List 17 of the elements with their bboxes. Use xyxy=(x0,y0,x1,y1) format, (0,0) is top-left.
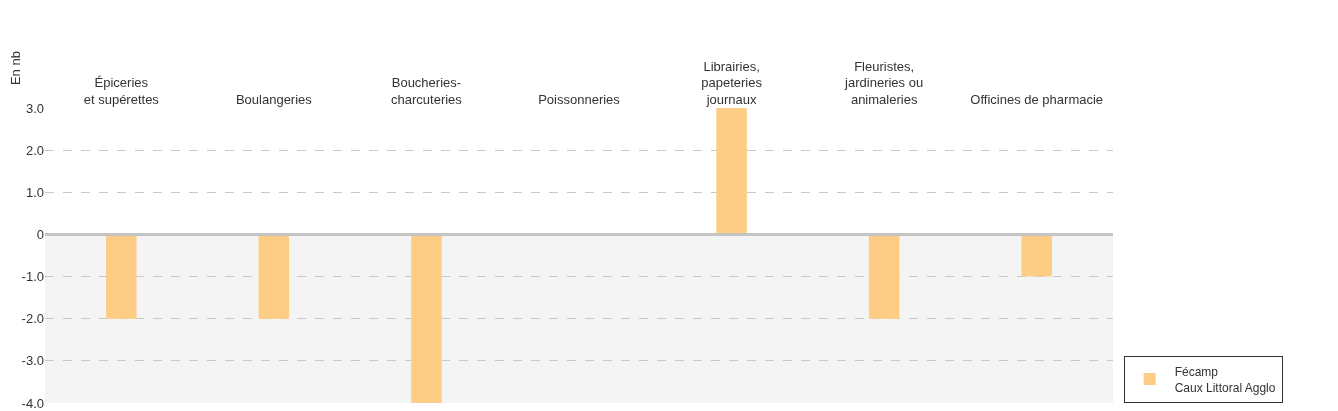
x-tick-label: Boulangeries xyxy=(235,92,313,108)
x-tick-label: Officines de pharmacie xyxy=(970,92,1104,108)
y-tick-label: 2.0 xyxy=(25,142,44,158)
x-tick-label: Fleuristes, jardineries ou animaleries xyxy=(844,58,924,108)
y-tick-label: -4.0 xyxy=(21,395,44,411)
y-axis-title: En nb xyxy=(8,51,24,86)
y-tick-label: 3.0 xyxy=(25,100,44,116)
x-tick-label: Poissonneries xyxy=(538,92,621,108)
x-tick-label: Boucheries- charcuteries xyxy=(391,75,463,108)
y-tick-label: 0 xyxy=(36,226,44,242)
y-tick-label: -2.0 xyxy=(21,311,44,327)
y-tick-label: 1.0 xyxy=(25,184,44,200)
legend-label: Fécamp Caux Littoral Agglo xyxy=(1174,364,1276,395)
y-tick-label: -1.0 xyxy=(21,269,44,285)
x-tick-label: Épiceries et supérettes xyxy=(83,75,160,108)
x-tick-label: Librairies, papeteries journaux xyxy=(701,58,763,108)
y-tick-label: -3.0 xyxy=(21,353,44,369)
